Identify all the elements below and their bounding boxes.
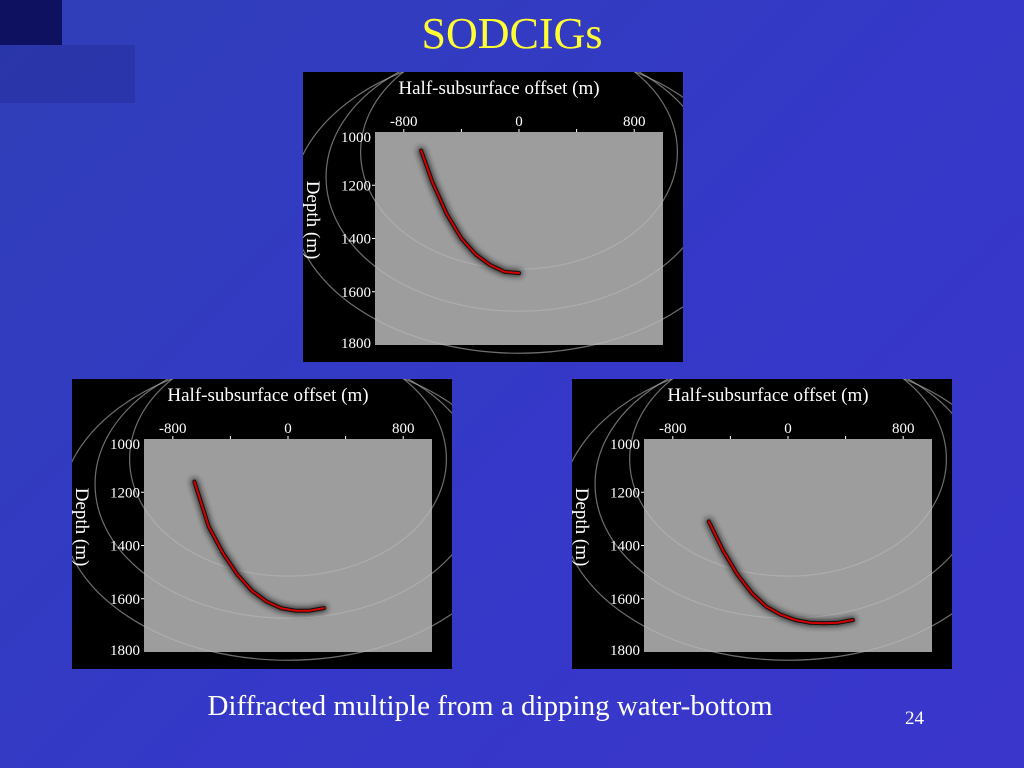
y-tick-label: 1800 <box>610 643 640 659</box>
data-point <box>294 609 297 612</box>
sodcig-panel-right: Half-subsurface offset (m) -800 0 800 1000 12… <box>572 379 952 669</box>
slide-title: SODCIGs <box>421 9 603 58</box>
y-tick-label: 1800 <box>341 336 371 352</box>
gather-texture <box>72 379 452 661</box>
data-point <box>431 181 434 184</box>
x-tick-label: 0 <box>784 421 792 437</box>
sodcig-panel-left: Half-subsurface offset (m) -800 0 800 1000 12… <box>72 379 452 669</box>
series-line <box>193 480 325 612</box>
x-axis-label: Half-subsurface offset (m) <box>167 385 368 406</box>
data-point <box>251 589 253 592</box>
y-tick-label: 1000 <box>341 130 371 146</box>
x-tick-label: 800 <box>892 421 915 437</box>
y-tick-label: 1200 <box>610 485 640 501</box>
sodcig-chart-left: Half-subsurface offset (m) -800 0 800 1000 12… <box>72 379 452 661</box>
y-tick-label: 1400 <box>341 232 371 248</box>
series-line <box>420 149 520 275</box>
data-point <box>222 552 225 555</box>
y-tick-label: 1000 <box>610 437 640 453</box>
data-point <box>503 270 506 273</box>
x-axis-label: Half-subsurface offset (m) <box>398 78 599 99</box>
data-point <box>518 272 520 275</box>
plot-area <box>375 132 663 345</box>
y-axis-label: Depth (m) <box>72 488 92 567</box>
corner-square-dark <box>0 0 62 45</box>
data-point <box>446 213 448 216</box>
y-tick-label: 1400 <box>110 539 140 555</box>
y-tick-label: 1200 <box>110 485 140 501</box>
sodcig-chart-top: Half-subsurface offset (m) -800 0 800 1000 12… <box>303 72 683 354</box>
data-point <box>707 520 710 523</box>
y-axis-label: Depth (m) <box>303 181 323 260</box>
data-point <box>765 605 768 608</box>
y-axis-label: Depth (m) <box>572 488 592 567</box>
y-tick-label: 1800 <box>110 643 140 659</box>
x-tick-label: 800 <box>623 114 646 130</box>
data-point <box>265 600 268 603</box>
x-tick-label: -800 <box>159 421 187 437</box>
data-point <box>779 613 782 616</box>
sodcig-panel-top: Half-subsurface offset (m) -800 0 800 1000 12… <box>303 72 683 362</box>
data-point <box>207 525 210 528</box>
data-point <box>236 573 239 576</box>
x-axis-label: Half-subsurface offset (m) <box>667 385 868 406</box>
x-tick-label: 800 <box>392 421 415 437</box>
y-tick-label: 1600 <box>341 285 371 301</box>
slide-caption: Diffracted multiple from a dipping water… <box>207 690 773 722</box>
gather-texture <box>303 72 683 354</box>
data-point <box>736 573 739 576</box>
data-point <box>808 621 811 624</box>
data-point <box>420 149 422 152</box>
data-point <box>279 607 282 609</box>
data-point <box>489 264 492 267</box>
data-point <box>794 619 797 621</box>
y-tick-label: 1600 <box>610 592 640 608</box>
x-tick-label: -800 <box>659 421 687 437</box>
sodcig-chart-right: Half-subsurface offset (m) -800 0 800 1000 12… <box>572 379 952 661</box>
y-tick-label: 1400 <box>610 539 640 555</box>
data-point <box>323 607 325 609</box>
data-point <box>193 480 196 483</box>
page-number: 24 <box>905 708 924 729</box>
data-point <box>460 237 463 240</box>
plot-area <box>144 439 432 652</box>
y-tick-label: 1000 <box>110 437 140 453</box>
x-tick-label: -800 <box>390 114 418 130</box>
x-tick-label: 0 <box>515 114 523 130</box>
data-point <box>837 621 840 624</box>
data-point <box>823 622 825 625</box>
y-tick-label: 1200 <box>341 178 371 194</box>
data-point <box>308 609 311 612</box>
y-tick-label: 1600 <box>110 592 140 608</box>
x-tick-label: 0 <box>284 421 292 437</box>
data-point <box>722 549 725 552</box>
data-point <box>751 592 753 595</box>
data-point <box>851 619 854 621</box>
data-point <box>474 253 477 256</box>
corner-square-mid <box>0 45 135 103</box>
